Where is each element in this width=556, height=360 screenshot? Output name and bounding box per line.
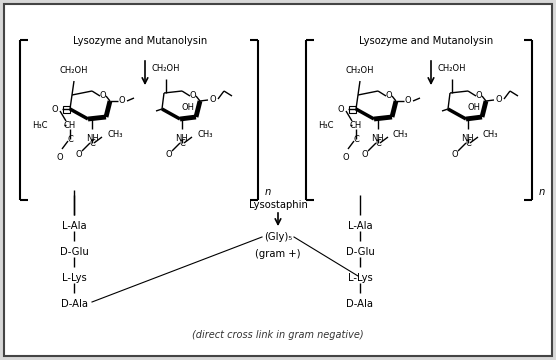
Text: CH₂OH: CH₂OH <box>346 66 374 75</box>
Text: D-Glu: D-Glu <box>346 247 374 257</box>
Text: O: O <box>100 90 106 99</box>
Text: NH: NH <box>176 134 188 143</box>
Text: Lysozyme and Mutanolysin: Lysozyme and Mutanolysin <box>359 36 493 46</box>
Text: O: O <box>118 95 125 104</box>
Text: C: C <box>67 135 73 144</box>
Bar <box>349 106 356 113</box>
Text: CH₃: CH₃ <box>393 130 409 139</box>
Text: C: C <box>179 139 185 148</box>
Bar <box>63 106 70 113</box>
Text: O: O <box>476 90 482 99</box>
Text: CH₃: CH₃ <box>107 130 122 139</box>
Text: Lysozyme and Mutanolysin: Lysozyme and Mutanolysin <box>73 36 207 46</box>
Text: NH: NH <box>371 134 384 143</box>
Text: O: O <box>57 153 63 162</box>
Text: D-Ala: D-Ala <box>61 299 87 309</box>
Text: O: O <box>386 90 393 99</box>
Text: CH₂OH: CH₂OH <box>152 64 180 73</box>
Text: C: C <box>89 139 95 148</box>
Text: H₃C: H₃C <box>32 121 48 130</box>
Text: L-Lys: L-Lys <box>348 273 373 283</box>
Text: L-Ala: L-Ala <box>62 221 86 231</box>
Text: Lysostaphin: Lysostaphin <box>249 200 307 210</box>
FancyBboxPatch shape <box>4 4 552 356</box>
Text: O: O <box>362 149 368 158</box>
Text: OH: OH <box>468 103 481 112</box>
Text: C: C <box>465 139 471 148</box>
Text: C: C <box>353 135 359 144</box>
Text: O: O <box>210 95 216 104</box>
Text: O: O <box>76 149 82 158</box>
Text: n: n <box>539 187 545 197</box>
Text: CH₂OH: CH₂OH <box>59 66 88 75</box>
Text: (Gly)₅: (Gly)₅ <box>264 232 292 242</box>
Text: L-Lys: L-Lys <box>62 273 86 283</box>
Text: H₃C: H₃C <box>319 121 334 130</box>
Text: D-Glu: D-Glu <box>59 247 88 257</box>
Text: O: O <box>51 104 58 113</box>
Text: NH: NH <box>461 134 474 143</box>
Text: O: O <box>337 104 344 113</box>
Text: O: O <box>405 95 411 104</box>
Text: L-Ala: L-Ala <box>348 221 373 231</box>
Text: O: O <box>190 90 196 99</box>
Text: CH₂OH: CH₂OH <box>438 64 466 73</box>
Text: CH: CH <box>64 121 76 130</box>
Text: O: O <box>451 149 458 158</box>
Text: D-Ala: D-Ala <box>346 299 374 309</box>
Text: (gram +): (gram +) <box>255 249 301 259</box>
Text: O: O <box>166 149 172 158</box>
Text: n: n <box>265 187 271 197</box>
Text: C: C <box>375 139 381 148</box>
Text: NH: NH <box>86 134 98 143</box>
Text: O: O <box>496 95 502 104</box>
Text: CH₃: CH₃ <box>483 130 499 139</box>
Text: OH: OH <box>182 103 195 112</box>
Text: CH: CH <box>350 121 362 130</box>
Text: CH₃: CH₃ <box>197 130 212 139</box>
Text: O: O <box>342 153 349 162</box>
Text: (direct cross link in gram negative): (direct cross link in gram negative) <box>192 330 364 340</box>
